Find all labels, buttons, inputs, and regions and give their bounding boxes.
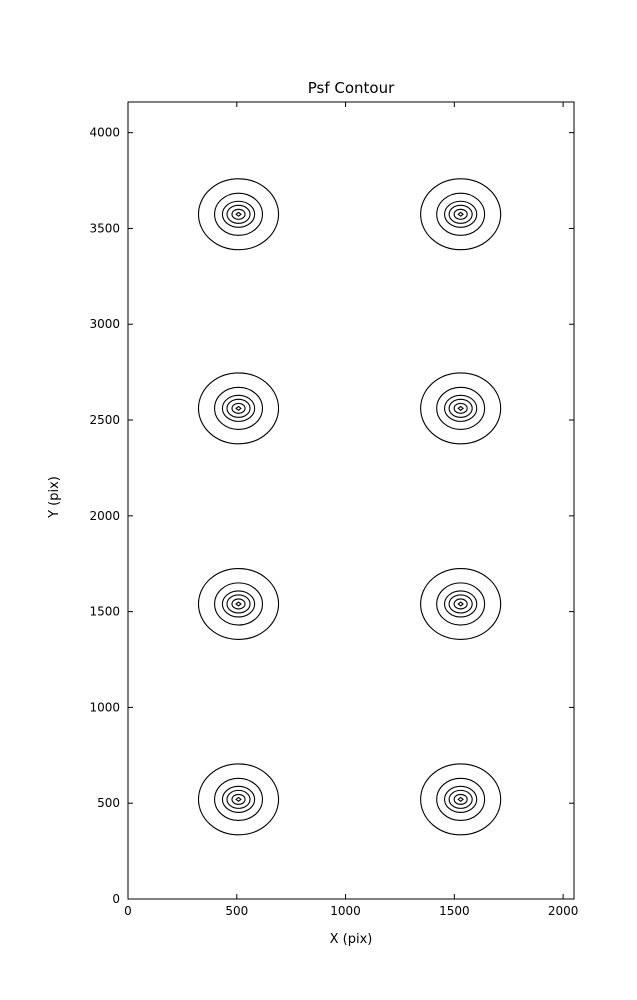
contour-ring: [420, 372, 502, 445]
contour-ring: [221, 394, 256, 422]
y-axis-label: Y (pix): [47, 476, 62, 519]
contour-ring: [448, 789, 473, 809]
contour-ring: [436, 582, 486, 626]
contour-ring: [214, 777, 264, 821]
contour-ring: [420, 567, 502, 640]
contour-center-diamond: [457, 405, 464, 411]
contour-center-diamond: [457, 211, 464, 217]
contour-ring: [214, 582, 264, 626]
contour-ring: [231, 402, 246, 414]
y-tick-label: 3000: [89, 317, 120, 331]
contour-ring: [197, 567, 280, 640]
y-tick-label: 1500: [89, 605, 120, 619]
contour-center-diamond: [235, 601, 242, 607]
y-tick-label: 0: [112, 892, 120, 906]
contour-center-diamond: [457, 601, 464, 607]
contour-ring: [444, 394, 478, 422]
contour-ring: [214, 386, 264, 430]
contour-ring: [226, 398, 251, 418]
contour-center-diamond: [235, 211, 242, 217]
contour-ring: [448, 398, 473, 418]
x-tick-label: 500: [225, 904, 248, 918]
contour-ring: [453, 793, 468, 805]
contour-ring: [420, 763, 502, 836]
contour-ring: [221, 200, 256, 228]
x-tick-label: 0: [124, 904, 132, 918]
contour-ring: [444, 785, 478, 813]
y-tick-label: 1000: [89, 700, 120, 714]
contour-ring: [453, 598, 468, 610]
contour-ring: [231, 208, 246, 220]
contour-ring: [221, 590, 256, 618]
y-tick-label: 2000: [89, 509, 120, 523]
contour-ring: [420, 178, 502, 251]
contour-ring: [221, 785, 256, 813]
x-axis-label: X (pix): [330, 932, 373, 947]
x-tick-label: 1500: [439, 904, 470, 918]
contour-ring: [197, 372, 280, 445]
y-tick-label: 500: [97, 796, 120, 810]
contour-ring: [231, 598, 246, 610]
x-tick-label: 1000: [330, 904, 361, 918]
y-tick-label: 4000: [89, 126, 120, 140]
contour-center-diamond: [457, 796, 464, 802]
contour-ring: [436, 192, 486, 236]
contour-ring: [436, 386, 486, 430]
axes-frame: [127, 101, 575, 900]
contour-ring: [226, 594, 251, 614]
contour-ring: [197, 763, 280, 836]
contour-ring: [226, 204, 251, 224]
contour-ring: [444, 590, 478, 618]
contour-center-diamond: [235, 796, 242, 802]
contour-ring: [444, 200, 478, 228]
contour-ring: [226, 789, 251, 809]
chart-title: Psf Contour: [308, 79, 395, 97]
contour-ring: [448, 204, 473, 224]
y-tick-label: 3500: [89, 221, 120, 235]
x-tick-label: 2000: [548, 904, 579, 918]
y-tick-label: 2500: [89, 413, 120, 427]
contour-center-diamond: [235, 405, 242, 411]
contour-ring: [448, 594, 473, 614]
contour-ring: [453, 208, 468, 220]
contour-ring: [436, 777, 486, 821]
contour-ring: [453, 402, 468, 414]
contour-ring: [214, 192, 264, 236]
contour-ring: [231, 793, 246, 805]
contour-ring: [197, 178, 280, 251]
